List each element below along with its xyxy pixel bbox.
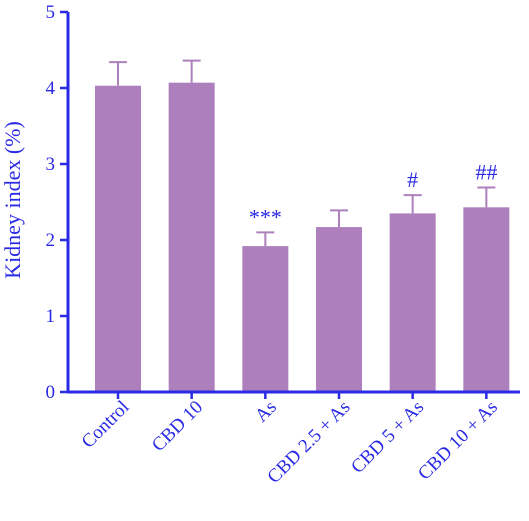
bar-2 (242, 246, 289, 392)
axes-layer (60, 10, 520, 399)
significance-label-5: ## (475, 160, 497, 185)
y-tick-label-2: 2 (46, 230, 56, 251)
bars-layer (95, 59, 510, 393)
y-tick-label-3: 3 (46, 154, 56, 175)
y-tick-label-4: 4 (46, 78, 56, 99)
y-tick-label-5: 5 (46, 2, 56, 23)
y-tick-label-0: 0 (46, 382, 56, 403)
category-label-5: CBD 10 + As (414, 397, 502, 485)
category-label-4: CBD 5 + As (347, 397, 428, 478)
category-label-1: CBD 10 (148, 397, 207, 456)
bar-5 (463, 207, 510, 392)
bar-0 (95, 85, 141, 392)
bar-4 (389, 213, 436, 392)
y-tick-label-1: 1 (46, 306, 56, 327)
bar-1 (168, 82, 215, 393)
significance-label-4: # (407, 167, 418, 192)
bar-3 (316, 227, 362, 392)
category-label-2: As (251, 397, 281, 427)
significance-label-2: *** (249, 204, 282, 229)
category-label-0: Control (78, 397, 134, 453)
y-axis-label: Kidney index (%) (0, 121, 25, 279)
